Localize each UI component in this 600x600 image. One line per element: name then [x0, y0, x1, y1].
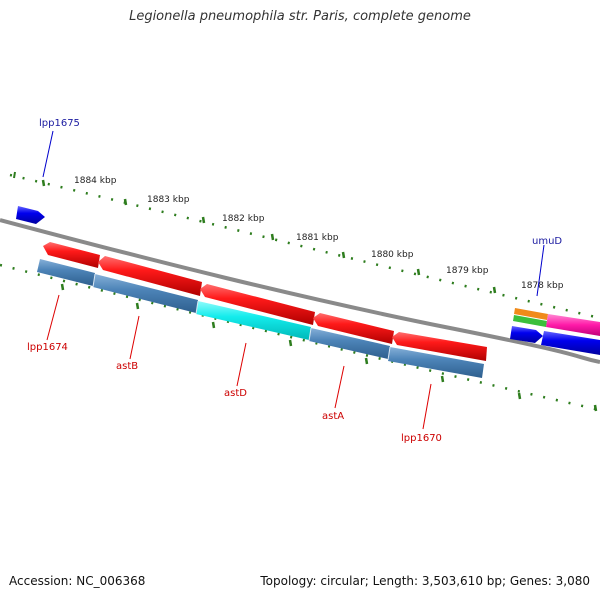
- label-astB[interactable]: astB: [116, 361, 138, 372]
- leader-lpp1674: [46, 294, 60, 341]
- cds-astA[interactable]: [309, 328, 390, 359]
- gene-umuD-orange[interactable]: [514, 308, 548, 320]
- leader-astD: [236, 342, 247, 387]
- label-astA[interactable]: astA: [322, 411, 344, 422]
- map-title: Legionella pneumophila str. Paris, compl…: [129, 9, 471, 24]
- cds-features: [37, 259, 484, 378]
- lower-ruler-tick: [288, 339, 293, 347]
- lower-ruler: [0, 263, 600, 412]
- leader-lpp1670: [422, 383, 432, 430]
- upper-ruler: [9, 171, 600, 320]
- label-astD[interactable]: astD: [224, 388, 247, 399]
- lower-ruler-line: [0, 263, 600, 412]
- cds-divider: [195, 300, 199, 315]
- ruler-tick-1883: [123, 198, 128, 206]
- ruler-label-1879: 1879 kbp: [446, 266, 489, 276]
- leader-astA: [334, 365, 345, 409]
- umuD-cluster: [510, 308, 600, 355]
- lower-ruler-tick: [135, 302, 140, 310]
- leader-lpp1675: [42, 130, 54, 178]
- cds-divider: [308, 327, 312, 342]
- lower-ruler-tick: [211, 321, 216, 329]
- gene-umuD-pink[interactable]: [546, 314, 600, 336]
- label-lpp1675[interactable]: lpp1675: [39, 118, 80, 129]
- lower-ruler-tick: [364, 357, 369, 365]
- gene-lpp1674-arrow[interactable]: [43, 242, 100, 268]
- cds-divider: [92, 273, 96, 288]
- ruler-tick-1878: [492, 286, 497, 294]
- gene-astD-arrow[interactable]: [200, 284, 315, 325]
- label-lpp1674[interactable]: lpp1674: [27, 342, 68, 353]
- ruler-label-1881: 1881 kbp: [296, 233, 339, 243]
- cds-astB[interactable]: [93, 274, 198, 313]
- lower-ruler-tick: [440, 375, 445, 383]
- ruler-tick-1882: [201, 216, 206, 224]
- ruler-tick-1879: [416, 268, 421, 276]
- reverse-strand-genes: [43, 242, 487, 361]
- cds-divider: [387, 346, 391, 361]
- accession-text: Accession: NC_006368: [9, 574, 146, 588]
- ruler-tick-1884: [41, 179, 46, 187]
- label-leaders: [42, 130, 545, 430]
- gene-lpp1670-arrow[interactable]: [392, 332, 487, 361]
- cds-lpp1670[interactable]: [388, 347, 484, 378]
- gene-umuD-blue-bar[interactable]: [541, 331, 600, 355]
- gene-lpp1675[interactable]: [16, 206, 45, 224]
- ruler-label-1880: 1880 kbp: [371, 250, 414, 260]
- genome-backbone: [0, 218, 600, 364]
- ruler-label-1878: 1878 kbp: [521, 281, 564, 291]
- cds-astD[interactable]: [196, 301, 311, 340]
- leader-astB: [129, 315, 140, 360]
- ruler-tick-1881: [270, 233, 275, 241]
- lower-ruler-tick: [593, 404, 598, 412]
- upper-ruler-line: [9, 173, 600, 320]
- gene-umuD-blue-arrow[interactable]: [510, 326, 543, 343]
- gene-astA-arrow[interactable]: [313, 313, 394, 344]
- lower-ruler-tick: [517, 392, 522, 400]
- ruler-tick-1880: [341, 251, 346, 259]
- genome-stats-text: Topology: circular; Length: 3,503,610 bp…: [260, 574, 590, 588]
- gene-umuD-green[interactable]: [513, 315, 547, 327]
- label-umuD[interactable]: umuD: [532, 236, 562, 247]
- cds-lpp1674[interactable]: [37, 259, 95, 286]
- gene-astB-arrow[interactable]: [98, 256, 202, 296]
- ruler-label-1883: 1883 kbp: [147, 195, 190, 205]
- ruler-tick-minor: [13, 171, 16, 179]
- lower-ruler-tick: [60, 283, 65, 291]
- ruler-label-1884: 1884 kbp: [74, 176, 117, 186]
- ruler-label-1882: 1882 kbp: [222, 214, 265, 224]
- label-lpp1670[interactable]: lpp1670: [401, 433, 442, 444]
- leader-umuD: [536, 244, 545, 297]
